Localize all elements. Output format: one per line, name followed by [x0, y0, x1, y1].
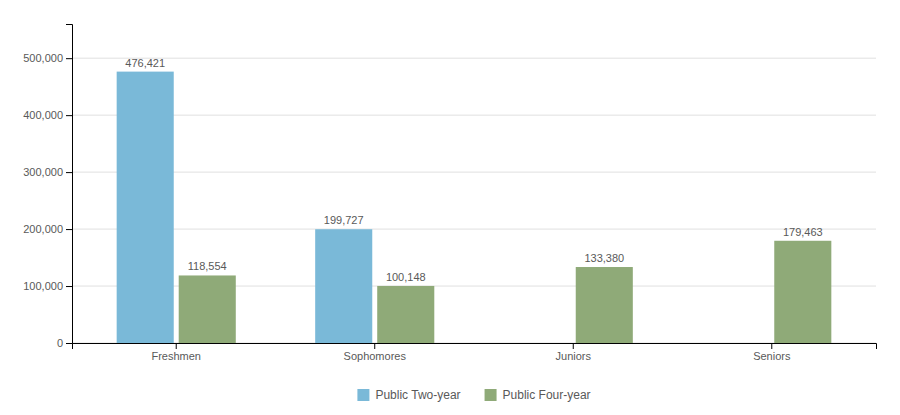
- y-tick-label: 200,000: [23, 223, 63, 235]
- bar: [774, 241, 831, 343]
- x-tick: Seniors: [753, 343, 791, 362]
- data-label: 100,148: [386, 271, 426, 283]
- legend-swatch: [357, 389, 369, 401]
- y-tick-label: 400,000: [23, 109, 63, 121]
- data-label: 133,380: [584, 252, 624, 264]
- bar: [712, 343, 769, 344]
- x-tick-label: Freshmen: [151, 350, 201, 362]
- grid: [72, 58, 876, 343]
- y-axis: 0 100,000 200,000 300,000 400,000 500,000: [23, 25, 72, 350]
- x-axis-line: [73, 344, 877, 350]
- y-tick-mark: [66, 115, 72, 116]
- y-tick: 300,000: [23, 166, 72, 178]
- bar: [377, 286, 434, 343]
- grid-line: [72, 172, 876, 173]
- bar: [117, 72, 174, 343]
- data-label: 199,727: [324, 214, 364, 226]
- y-tick: 0: [57, 337, 72, 349]
- data-label: 476,421: [125, 57, 165, 69]
- bar: [514, 343, 571, 344]
- x-tick-mark: [374, 343, 375, 349]
- x-axis: Freshmen Sophomores Juniors Seniors: [73, 343, 877, 362]
- bar-series: [179, 241, 832, 343]
- legend-label: Public Four-year: [503, 388, 591, 402]
- data-label: 118,554: [188, 260, 227, 272]
- bar: [576, 267, 633, 343]
- legend-item: Public Four-year: [485, 388, 591, 402]
- grid-line: [72, 229, 876, 230]
- y-tick-label: 300,000: [23, 166, 63, 178]
- y-tick-mark: [66, 343, 72, 344]
- chart: 0 100,000 200,000 300,000 400,000 500,000 476,…: [0, 0, 900, 415]
- y-tick-mark: [66, 58, 72, 59]
- y-tick: 100,000: [23, 280, 72, 292]
- y-tick-label: 100,000: [23, 280, 63, 292]
- legend-label: Public Two-year: [375, 388, 460, 402]
- grid-line: [72, 58, 876, 59]
- y-tick-mark: [66, 286, 72, 287]
- y-tick: 500,000: [23, 52, 72, 64]
- x-tick-label: Seniors: [753, 350, 791, 362]
- x-tick-label: Juniors: [556, 350, 592, 362]
- grid-line: [72, 115, 876, 116]
- y-tick: 200,000: [23, 223, 72, 235]
- y-tick-label: 500,000: [23, 52, 63, 64]
- data-labels: 476,421 199,727 118,554 100,148 133,380 179,4…: [125, 57, 822, 283]
- x-tick: Sophomores: [344, 343, 407, 362]
- y-tick-mark: [66, 229, 72, 230]
- bar: [315, 229, 372, 343]
- legend-swatch: [485, 389, 497, 401]
- x-tick-label: Sophomores: [344, 350, 407, 362]
- y-tick-mark: [66, 172, 72, 173]
- data-label: 179,463: [783, 226, 823, 238]
- x-tick: Freshmen: [151, 343, 201, 362]
- x-tick-mark: [771, 343, 772, 349]
- x-tick: Juniors: [556, 343, 592, 362]
- bar-series: [117, 72, 373, 343]
- legend-item: Public Two-year: [357, 388, 460, 402]
- legend: Public Two-year Public Four-year: [357, 388, 590, 402]
- x-tick-mark: [573, 343, 574, 349]
- x-tick-mark: [176, 343, 177, 349]
- y-axis-line: [66, 25, 73, 344]
- bar: [179, 275, 236, 343]
- y-tick: 400,000: [23, 109, 72, 121]
- plot: 0 100,000 200,000 300,000 400,000 500,000 476,…: [23, 25, 876, 362]
- y-tick-label: 0: [57, 337, 63, 349]
- bars: [117, 72, 832, 343]
